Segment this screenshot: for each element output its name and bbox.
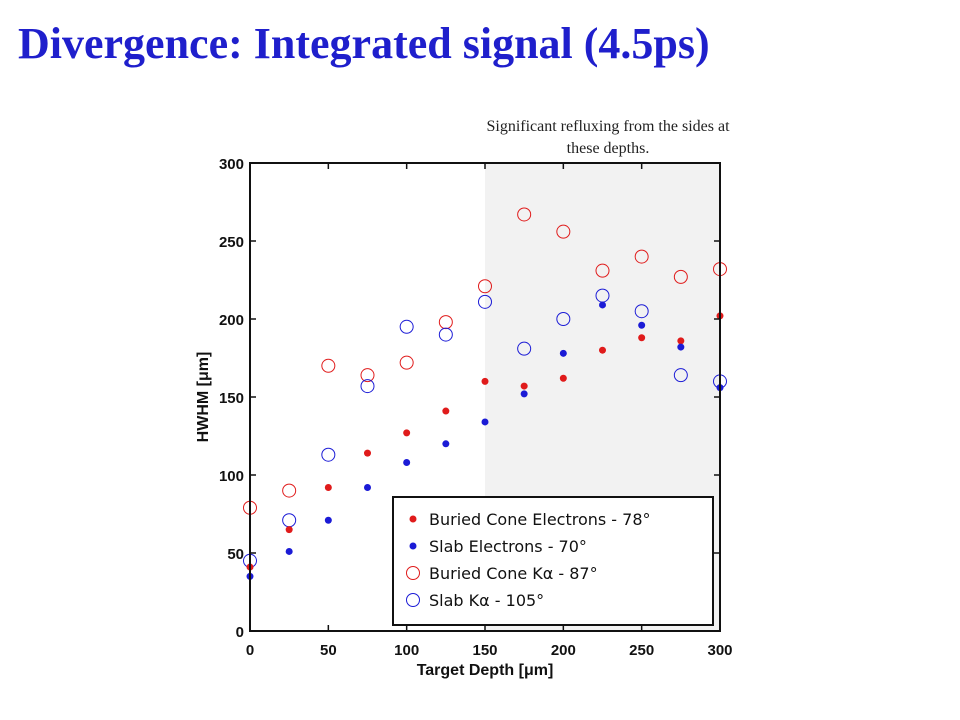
data-point-open: [282, 483, 297, 498]
y-tick-label: 300: [219, 156, 244, 173]
legend-label: Buried Cone Electrons - 78°: [429, 510, 651, 529]
x-axis-label: Target Depth [μm]: [417, 662, 554, 679]
data-point-filled: [324, 516, 332, 524]
data-point-filled: [677, 343, 685, 351]
legend-label: Buried Cone Kα - 87°: [429, 564, 598, 583]
data-point-open: [321, 358, 336, 373]
data-point-filled: [481, 418, 489, 426]
x-tick-label: 300: [707, 642, 732, 659]
data-point-open: [556, 312, 571, 326]
data-point-open: [517, 341, 532, 356]
data-point-filled: [403, 459, 411, 467]
y-axis-label: HWHM [μm]: [195, 352, 212, 443]
y-tick-label: 150: [219, 390, 244, 407]
data-point-filled: [364, 449, 371, 457]
slide-title: Divergence: Integrated signal (4.5ps): [18, 19, 710, 68]
x-tick-label: 100: [394, 642, 419, 659]
legend-marker-open: [406, 566, 420, 580]
data-point-open: [478, 294, 492, 309]
data-point-filled: [364, 483, 371, 491]
y-tick-label: 250: [219, 234, 244, 251]
legend-marker-filled: [409, 515, 417, 523]
legend-marker-open: [406, 593, 420, 607]
data-point-filled: [599, 301, 606, 309]
data-point-filled: [638, 321, 646, 329]
x-tick-label: 50: [320, 642, 337, 659]
data-point-open: [438, 315, 453, 330]
data-point-open: [360, 379, 375, 394]
y-tick-label: 50: [227, 546, 244, 563]
data-point-filled: [599, 346, 606, 354]
data-point-open: [673, 269, 688, 284]
data-point-filled: [285, 526, 293, 534]
data-point-open: [478, 279, 492, 294]
data-point-filled: [403, 429, 411, 437]
data-point-filled: [481, 377, 489, 385]
data-point-open: [438, 327, 453, 342]
x-tick-label: 0: [246, 642, 254, 659]
legend-label: Slab Electrons - 70°: [429, 537, 587, 556]
x-tick-label: 250: [629, 642, 654, 659]
x-tick-label: 200: [551, 642, 576, 659]
data-point-filled: [559, 374, 567, 382]
data-point-open: [673, 368, 688, 383]
legend: Buried Cone Electrons - 78° Slab Electron…: [392, 496, 714, 626]
data-point-filled: [442, 407, 450, 415]
y-tick-label: 0: [236, 624, 244, 641]
x-tick-label: 150: [472, 642, 497, 659]
legend-box: [392, 496, 714, 626]
data-point-open: [321, 447, 336, 462]
data-points: [243, 207, 727, 580]
data-point-filled: [677, 337, 685, 345]
data-point-filled: [520, 382, 528, 390]
legend-label: Slab Kα - 105°: [429, 591, 544, 610]
data-point-open: [282, 513, 297, 528]
data-point-filled: [520, 390, 528, 398]
data-point-filled: [285, 547, 293, 555]
y-tick-label: 200: [219, 312, 244, 329]
data-point-open: [399, 355, 414, 370]
y-tick-label: 100: [219, 468, 244, 485]
refluxing-note: Significant refluxing from the sides at …: [486, 118, 730, 157]
data-point-filled: [324, 483, 332, 491]
data-point-open: [360, 368, 375, 383]
axis-ticks: 0 50 100 150 200 250 300 0 50 100 150 200 250 300: [219, 156, 733, 659]
data-point-filled: [559, 349, 567, 357]
data-point-filled: [638, 334, 646, 342]
data-point-open: [556, 224, 571, 239]
data-point-filled: [442, 440, 450, 448]
data-point-open: [634, 304, 649, 319]
data-point-open: [595, 263, 610, 278]
data-point-open: [399, 319, 414, 334]
legend-marker-filled: [409, 542, 417, 550]
data-point-open: [517, 207, 532, 222]
data-point-open: [634, 249, 649, 264]
